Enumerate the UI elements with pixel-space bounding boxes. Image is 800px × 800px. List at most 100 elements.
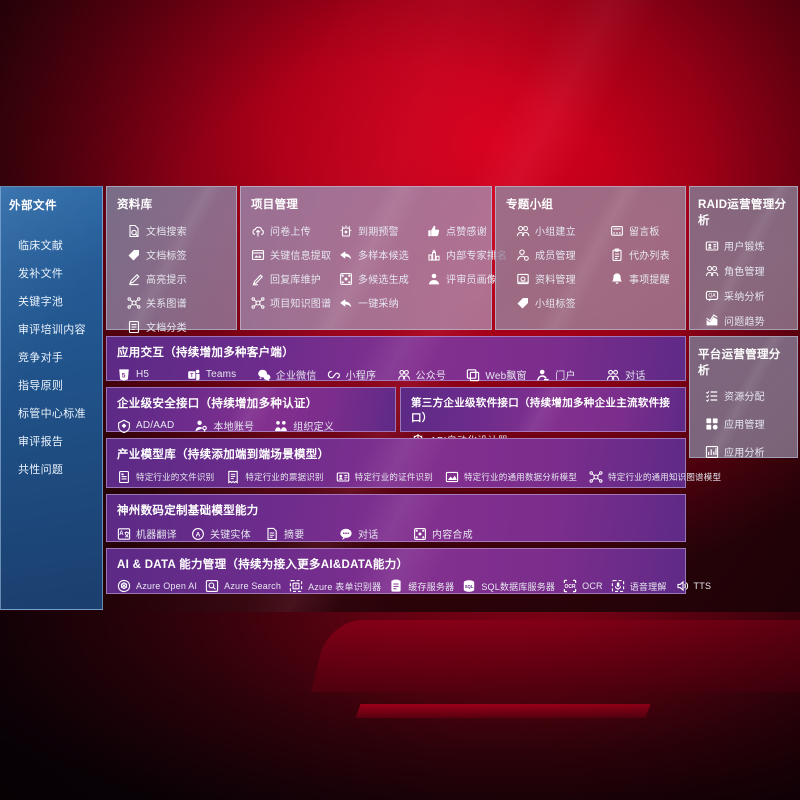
tg-item-group-tag[interactable]: 小组标签 xyxy=(516,295,608,310)
archive-box-icon xyxy=(516,272,530,286)
plat-item-resource-allocation[interactable]: 资源分配 xyxy=(705,388,791,403)
tg-item-create-group[interactable]: 小组建立 xyxy=(516,223,608,238)
tg-item-todo-list[interactable]: 代办列表 xyxy=(610,247,677,262)
sidebar-item-review-report[interactable]: 审评报告 xyxy=(18,436,64,448)
tg-label: 小组建立 xyxy=(535,227,576,238)
kb-item-document-tag[interactable]: 文档标签 xyxy=(127,247,228,262)
raid-item-issue-trend[interactable]: 问题趋势 xyxy=(705,313,791,328)
aid-item-ocr[interactable]: OCR xyxy=(563,579,603,593)
bm-label: 内容合成 xyxy=(432,530,473,541)
ai-item-mini-program[interactable]: 小程序 xyxy=(327,367,397,382)
kb-item-document-search[interactable]: 文档搜索 xyxy=(127,223,228,238)
sec-item-ad-aad[interactable]: AD/AAD xyxy=(117,419,174,433)
sec-item-org-definition[interactable]: 组织定义 xyxy=(274,418,334,433)
sidebar-item-standards-center[interactable]: 标管中心标准 xyxy=(18,408,86,420)
kb-label: 文档搜索 xyxy=(146,227,187,238)
ai-item-h5[interactable]: H5 xyxy=(117,368,187,382)
tts-icon xyxy=(675,579,689,593)
aid-item-tts[interactable]: TTS xyxy=(675,579,712,593)
aid-label: 缓存服务器 xyxy=(408,581,455,592)
panel-project-management: 项目管理 问卷上传 到期预警 点赞感谢 关键信息提取 多样本候选 xyxy=(240,186,507,330)
topic-group-title: 专题小组 xyxy=(506,199,554,211)
pm-item-multi-candidate-generation[interactable]: 多候选生成 xyxy=(339,271,425,286)
tg-item-member-management[interactable]: 成员管理 xyxy=(516,247,608,262)
aid-item-azure-search[interactable]: Azure Search xyxy=(205,579,281,593)
aid-label: OCR xyxy=(582,581,603,591)
pm-label: 回复库维护 xyxy=(270,275,321,286)
sidebar-item-clinical-literature[interactable]: 临床文献 xyxy=(18,240,64,252)
iml-item-id-recognition[interactable]: 特定行业的证件识别 xyxy=(336,470,433,484)
aid-item-azure-open-ai[interactable]: Azure Open AI xyxy=(117,579,197,593)
raid-item-role-management[interactable]: 角色管理 xyxy=(705,263,791,278)
tg-label: 留言板 xyxy=(629,227,660,238)
pm-item-thanks[interactable]: 点赞感谢 xyxy=(427,223,507,238)
iml-label: 特定行业的通用数据分析模型 xyxy=(463,472,578,482)
chat-qa-icon xyxy=(705,289,719,303)
iml-item-file-recognition[interactable]: 特定行业的文件识别 xyxy=(117,470,214,484)
plat-item-app-analysis[interactable]: 应用分析 xyxy=(705,444,791,459)
bm-item-content-synthesis[interactable]: 内容合成 xyxy=(413,526,487,541)
raid-item-adoption-analysis[interactable]: 采纳分析 xyxy=(705,288,791,303)
sidebar-item-competitors[interactable]: 竞争对手 xyxy=(18,352,64,364)
sidebar-item-guidelines[interactable]: 指导原则 xyxy=(18,380,64,392)
mini-program-icon xyxy=(327,368,341,382)
kb-item-relation-graph[interactable]: 关系图谱 xyxy=(127,295,228,310)
ai-item-portal[interactable]: 门户 xyxy=(536,367,606,382)
aid-item-form-recognizer[interactable]: Azure 表单识别器 xyxy=(289,579,381,593)
iml-item-knowledge-graph-model[interactable]: 特定行业的通用知识图谱模型 xyxy=(589,470,721,484)
multi-node-icon xyxy=(339,272,353,286)
tg-item-message-board[interactable]: 留言板 xyxy=(610,223,677,238)
checklist-icon xyxy=(705,389,719,403)
iml-label: 特定行业的文件识别 xyxy=(136,472,215,482)
sec-item-local-account[interactable]: 本地账号 xyxy=(194,418,254,433)
pm-label: 关键信息提取 xyxy=(270,251,332,262)
pm-item-one-click-adopt[interactable]: 一键采纳 xyxy=(339,295,425,310)
reply-arrow-icon xyxy=(339,296,353,310)
aid-item-sql-server[interactable]: SQL数据库服务器 xyxy=(462,579,555,593)
database-icon xyxy=(462,579,476,593)
pm-item-reply-library[interactable]: 回复库维护 xyxy=(251,271,337,286)
ai-label: 公众号 xyxy=(415,371,447,382)
id-card-icon xyxy=(705,239,719,253)
tg-label: 小组标签 xyxy=(535,299,576,310)
iml-item-receipt-recognition[interactable]: 特定行业的票据识别 xyxy=(226,470,323,484)
ai-item-wechat-work[interactable]: 企业微信 xyxy=(257,367,327,382)
bm-item-machine-translation[interactable]: 机器翻译 xyxy=(117,526,191,541)
tg-item-reminder[interactable]: 事项提醒 xyxy=(610,271,677,286)
aid-item-speech-understanding[interactable]: 语音理解 xyxy=(611,579,667,593)
bm-item-summary[interactable]: 摘要 xyxy=(265,526,339,541)
pm-item-key-info-extraction[interactable]: 关键信息提取 xyxy=(251,247,337,262)
sidebar-item-keyword-pool[interactable]: 关键字池 xyxy=(18,296,64,308)
aid-item-cache-server[interactable]: 缓存服务器 xyxy=(389,579,454,593)
tg-item-material-management[interactable]: 资料管理 xyxy=(516,271,608,286)
iml-item-data-analysis-model[interactable]: 特定行业的通用数据分析模型 xyxy=(445,470,577,484)
dashboard: 外部文件 临床文献 发补文件 关键字池 审评培训内容 竞争对手 指导原则 标管中… xyxy=(0,186,800,612)
sidebar-item-supplement-docs[interactable]: 发补文件 xyxy=(18,268,64,280)
kb-item-document-category[interactable]: 文档分类 xyxy=(127,319,228,334)
bm-item-key-entity[interactable]: 关键实体 xyxy=(191,526,265,541)
plat-item-app-management[interactable]: 应用管理 xyxy=(705,416,791,431)
pm-label: 问卷上传 xyxy=(270,227,311,238)
kb-item-highlight[interactable]: 高亮提示 xyxy=(127,271,228,286)
pm-item-due-alert[interactable]: 到期预警 xyxy=(339,223,425,238)
iml-label: 特定行业的票据识别 xyxy=(245,472,324,482)
aid-label: SQL数据库服务器 xyxy=(481,581,556,592)
tg-label: 资料管理 xyxy=(535,275,576,286)
pm-item-questionnaire-upload[interactable]: 问卷上传 xyxy=(251,223,337,238)
sidebar-item-review-training[interactable]: 审评培训内容 xyxy=(18,324,86,336)
pm-item-reviewer-profile[interactable]: 评审员画像 xyxy=(427,271,507,286)
pm-item-internal-expert-ranking[interactable]: 内部专家排名 xyxy=(427,247,507,262)
summary-doc-icon xyxy=(265,527,279,541)
raid-item-user[interactable]: 用户锻炼 xyxy=(705,238,791,253)
ai-item-official-account[interactable]: 公众号 xyxy=(397,367,467,382)
ai-item-teams[interactable]: Teams xyxy=(187,368,257,382)
web-window-icon xyxy=(466,368,480,382)
sidebar-item-common-issues[interactable]: 共性问题 xyxy=(18,464,64,476)
bm-item-dialog[interactable]: 对话 xyxy=(339,526,413,541)
pm-item-project-knowledge-graph[interactable]: 项目知识图谱 xyxy=(251,295,337,310)
pm-item-multi-sample-candidates[interactable]: 多样本候选 xyxy=(339,247,425,262)
ai-item-dialog[interactable]: 对话 xyxy=(606,367,676,382)
ai-item-web-window[interactable]: Web飘窗 xyxy=(466,367,536,382)
pen-icon xyxy=(251,272,265,286)
ai-label: Web飘窗 xyxy=(485,371,527,382)
